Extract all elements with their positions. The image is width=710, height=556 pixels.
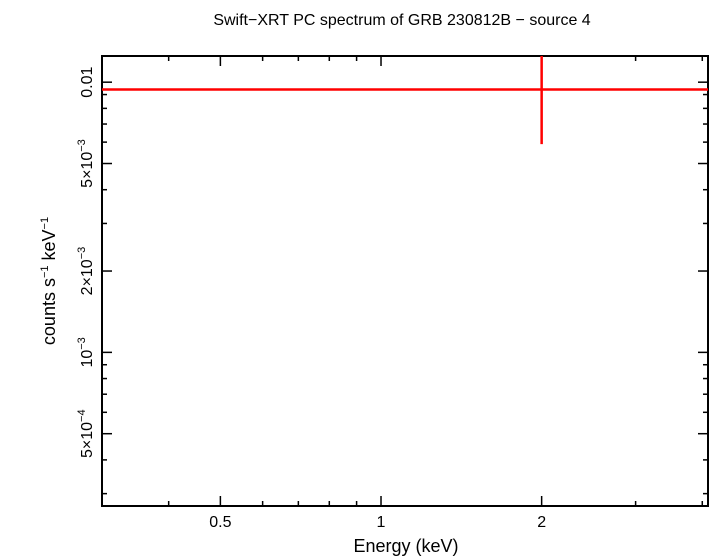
y-axis-label-exp1: −1 bbox=[39, 265, 51, 278]
y-tick-labels: 5×10−4 10−3 2×10−3 5×10−3 0.01 bbox=[76, 67, 96, 458]
x-tick-label: 1 bbox=[377, 514, 386, 531]
x-tick-label: 2 bbox=[537, 514, 546, 531]
x-tick-label: 0.5 bbox=[209, 514, 231, 531]
y-tick-label: 2×10−3 bbox=[76, 247, 96, 296]
data-layer bbox=[102, 56, 708, 145]
chart-title: Swift−XRT PC spectrum of GRB 230812B − s… bbox=[213, 12, 590, 29]
y-tick-label: 5×10−3 bbox=[76, 139, 96, 188]
y-axis-label-mid: keV bbox=[39, 229, 59, 265]
y-axis-label-exp2: −1 bbox=[39, 217, 51, 230]
x-axis-label: Energy (keV) bbox=[353, 536, 458, 556]
y-axis-label-base: counts s bbox=[39, 278, 59, 345]
y-axis-label: counts s−1 keV−1 bbox=[39, 217, 59, 345]
plot-frame bbox=[101, 55, 709, 507]
tick-marks bbox=[101, 56, 708, 506]
x-tick-labels: 0.5 1 2 bbox=[209, 514, 546, 531]
y-tick-label: 0.01 bbox=[79, 67, 96, 98]
y-tick-label: 5×10−4 bbox=[76, 409, 96, 458]
y-tick-label: 10−3 bbox=[76, 337, 96, 367]
